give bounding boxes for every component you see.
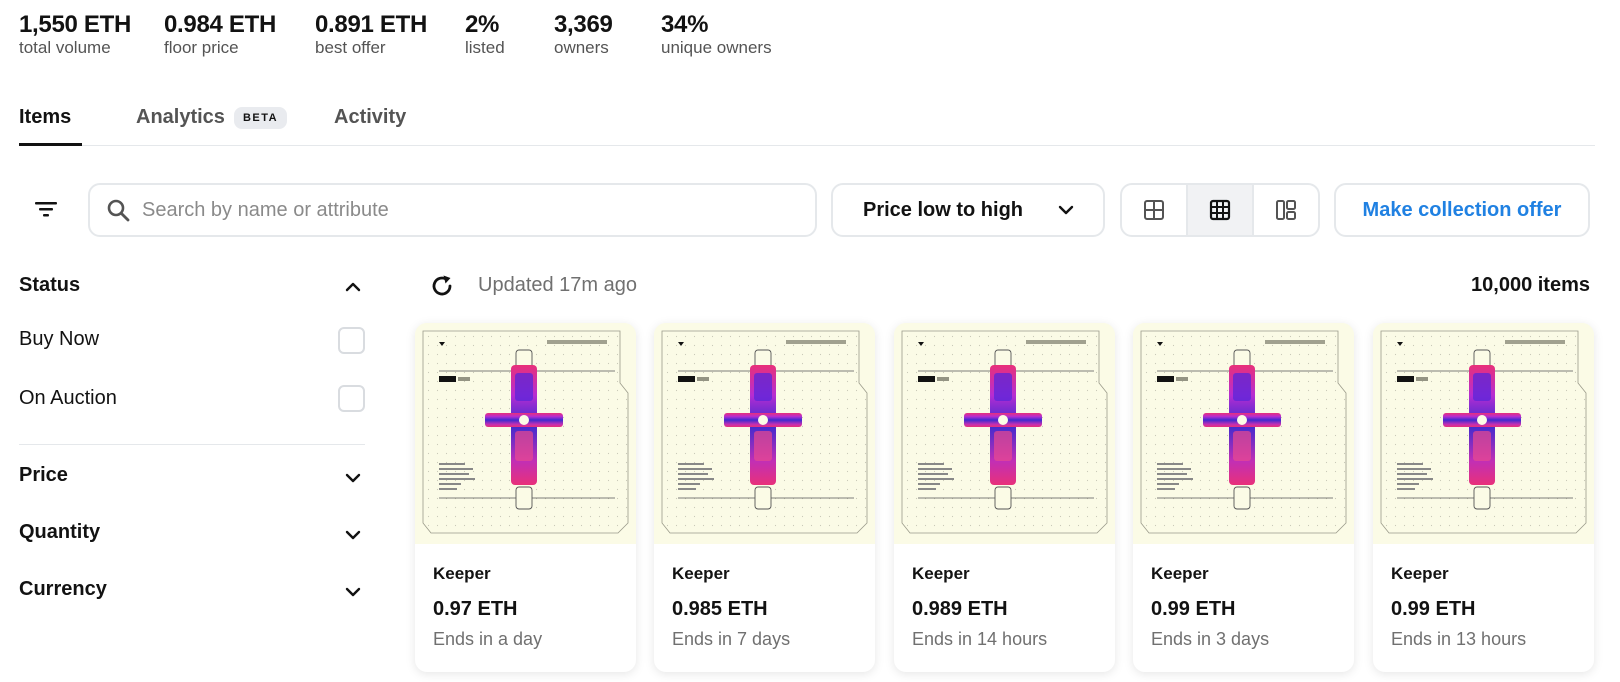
- chevron-down-icon: [1058, 205, 1074, 215]
- chevron-down-icon: [345, 587, 361, 597]
- nft-ends-in: Ends in 13 hours: [1391, 629, 1527, 649]
- beta-badge: BETA: [233, 106, 288, 129]
- nft-price: 0.989 ETH: [912, 598, 1008, 620]
- tab-analytics-label: Analytics: [136, 106, 225, 128]
- nft-name: Keeper: [1151, 564, 1209, 583]
- stat-label: listed: [465, 38, 505, 57]
- nft-ends-in: Ends in 14 hours: [912, 629, 1048, 649]
- stat-owners: 3,369 owners: [554, 10, 661, 57]
- search-box: [88, 183, 817, 237]
- make-collection-offer-button[interactable]: Make collection offer: [1334, 183, 1590, 237]
- view-mode-toggle: [1120, 183, 1320, 237]
- nft-card[interactable]: Keeper 0.97 ETH Ends in a day: [415, 323, 636, 672]
- buy-now-checkbox[interactable]: [338, 327, 365, 354]
- stat-floor-price: 0.984 ETH floor price: [164, 10, 315, 57]
- stat-unique-owners: 34% unique owners: [661, 10, 801, 57]
- stat-best-offer: 0.891 ETH best offer: [315, 10, 465, 57]
- tab-analytics[interactable]: Analytics BETA: [136, 106, 288, 129]
- on-auction-checkbox[interactable]: [338, 385, 365, 412]
- sort-dropdown[interactable]: Price low to high: [831, 183, 1105, 237]
- view-large-grid-button[interactable]: [1122, 185, 1186, 235]
- nft-name: Keeper: [433, 564, 491, 583]
- currency-filter-title: Currency: [19, 578, 107, 600]
- stat-label: floor price: [164, 38, 239, 57]
- status-collapse-button[interactable]: [341, 275, 365, 299]
- nft-price: 0.99 ETH: [1391, 598, 1476, 620]
- tab-activity[interactable]: Activity: [334, 106, 407, 128]
- stat-label: unique owners: [661, 38, 772, 57]
- nft-ends-in: Ends in a day: [433, 629, 543, 649]
- nft-image: [1373, 323, 1594, 544]
- stat-value: 1,550 ETH: [19, 11, 132, 38]
- nft-image: [654, 323, 875, 544]
- stat-value: 0.984 ETH: [164, 11, 277, 38]
- nft-name: Keeper: [1391, 564, 1449, 583]
- quantity-expand-button[interactable]: [341, 523, 365, 547]
- stat-label: best offer: [315, 38, 386, 57]
- view-mosaic-button[interactable]: [1252, 185, 1318, 235]
- status-filter-title: Status: [19, 274, 81, 296]
- nft-image: [894, 323, 1115, 544]
- search-icon: [107, 199, 130, 222]
- chevron-down-icon: [345, 473, 361, 483]
- large-grid-icon: [1144, 200, 1164, 220]
- quantity-filter-title: Quantity: [19, 521, 101, 543]
- price-expand-button[interactable]: [341, 466, 365, 490]
- filter-toggle-button[interactable]: [30, 193, 62, 225]
- last-updated-text: Updated 17m ago: [478, 274, 638, 296]
- filter-icon: [35, 202, 57, 217]
- nft-image: [415, 323, 636, 544]
- stat-listed: 2% listed: [465, 10, 554, 57]
- stat-label: total volume: [19, 38, 111, 57]
- nft-name: Keeper: [912, 564, 970, 583]
- small-grid-icon: [1209, 199, 1231, 221]
- search-input[interactable]: [142, 198, 782, 222]
- view-small-grid-button[interactable]: [1186, 185, 1252, 235]
- nft-price: 0.97 ETH: [433, 598, 518, 620]
- nft-card[interactable]: Keeper 0.99 ETH Ends in 3 days: [1133, 323, 1354, 672]
- nft-ends-in: Ends in 3 days: [1151, 629, 1270, 649]
- nft-card[interactable]: Keeper 0.99 ETH Ends in 13 hours: [1373, 323, 1594, 672]
- stat-value: 2%: [465, 11, 500, 38]
- collection-stats: 1,550 ETH total volume 0.984 ETH floor p…: [19, 10, 801, 57]
- nft-price: 0.99 ETH: [1151, 598, 1236, 620]
- on-auction-option-label: On Auction: [19, 387, 117, 409]
- tab-bar: Items Analytics BETA Activity: [19, 100, 1595, 146]
- stat-value: 34%: [661, 11, 709, 38]
- stat-value: 3,369: [554, 11, 613, 38]
- nft-card[interactable]: Keeper 0.989 ETH Ends in 14 hours: [894, 323, 1115, 672]
- stat-total-volume: 1,550 ETH total volume: [19, 10, 164, 57]
- currency-expand-button[interactable]: [341, 580, 365, 604]
- chevron-down-icon: [345, 530, 361, 540]
- stat-value: 0.891 ETH: [315, 11, 428, 38]
- chevron-up-icon: [345, 282, 361, 292]
- buy-now-option-label: Buy Now: [19, 328, 100, 350]
- nft-image: [1133, 323, 1354, 544]
- nft-price: 0.985 ETH: [672, 598, 768, 620]
- items-count: 10,000 items: [1471, 274, 1590, 296]
- mosaic-layout-icon: [1276, 200, 1296, 220]
- active-tab-indicator: [19, 143, 82, 146]
- refresh-icon[interactable]: [429, 273, 455, 299]
- divider: [19, 444, 365, 445]
- nft-name: Keeper: [672, 564, 730, 583]
- sort-dropdown-label: Price low to high: [863, 198, 1024, 221]
- nft-ends-in: Ends in 7 days: [672, 629, 791, 649]
- nft-card[interactable]: Keeper 0.985 ETH Ends in 7 days: [654, 323, 875, 672]
- stat-label: owners: [554, 38, 609, 57]
- tab-items[interactable]: Items: [19, 106, 72, 128]
- price-filter-title: Price: [19, 464, 68, 486]
